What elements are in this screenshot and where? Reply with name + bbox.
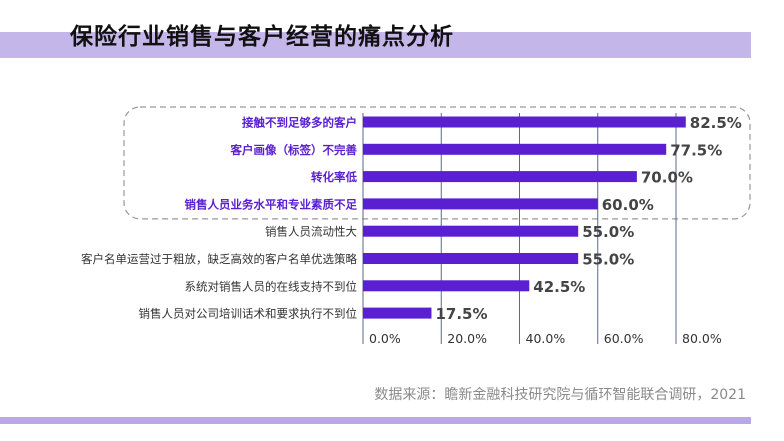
bar bbox=[363, 143, 667, 155]
bar bbox=[363, 253, 579, 264]
x-tick-label: 20.0% bbox=[447, 331, 487, 346]
category-label: 转化率低 bbox=[311, 170, 357, 184]
value-label: 42.5% bbox=[533, 278, 585, 296]
page-title: 保险行业销售与客户经营的痛点分析 bbox=[70, 24, 454, 50]
value-label: 70.0% bbox=[641, 169, 693, 187]
bar bbox=[363, 171, 637, 183]
category-label: 客户名单运营过于粗放，缺乏高效的客户名单优选策略 bbox=[81, 252, 357, 266]
bar bbox=[363, 307, 432, 319]
bar bbox=[363, 116, 686, 128]
bar bbox=[363, 280, 530, 292]
category-label: 客户画像（标签）不完善 bbox=[230, 143, 358, 157]
value-label: 82.5% bbox=[690, 114, 742, 132]
value-label: 55.0% bbox=[582, 251, 634, 269]
bar bbox=[363, 225, 579, 237]
x-tick-label: 0.0% bbox=[369, 331, 401, 346]
value-label: 55.0% bbox=[582, 223, 634, 241]
highlight-box bbox=[123, 106, 751, 220]
bottom-band bbox=[0, 417, 751, 424]
value-label: 60.0% bbox=[602, 196, 654, 214]
category-label: 销售人员业务水平和专业素质不足 bbox=[185, 197, 358, 211]
value-label: 17.5% bbox=[435, 305, 487, 323]
category-label: 接触不到足够多的客户 bbox=[242, 116, 357, 130]
x-tick-label: 60.0% bbox=[604, 331, 644, 346]
x-tick-label: 40.0% bbox=[526, 331, 566, 346]
bar bbox=[363, 198, 598, 210]
value-label: 77.5% bbox=[670, 141, 722, 159]
title-band bbox=[0, 32, 751, 58]
category-label: 系统对销售人员的在线支持不到位 bbox=[185, 279, 358, 293]
x-tick-label: 80.0% bbox=[682, 331, 722, 346]
category-label: 销售人员对公司培训话术和要求执行不到位 bbox=[139, 307, 358, 321]
data-source-note: 数据来源：瞻新金融科技研究院与循环智能联合调研，2021 bbox=[374, 387, 746, 403]
category-label: 销售人员流动性大 bbox=[265, 225, 357, 239]
